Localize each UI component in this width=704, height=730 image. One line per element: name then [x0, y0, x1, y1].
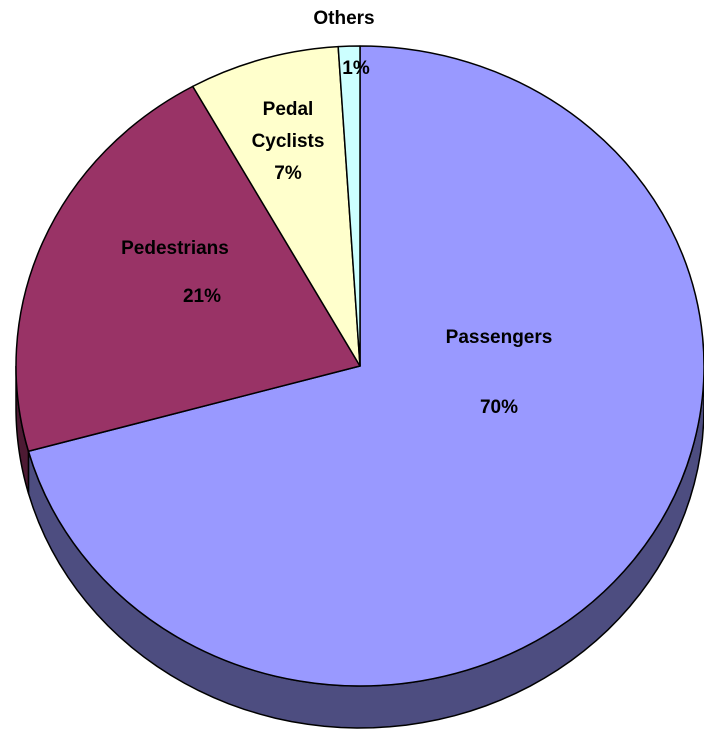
slice-others — [337, 45, 361, 367]
pie-slices — [15, 45, 704, 687]
label-pedal-cyclists-name-line1: Pedal — [263, 99, 314, 120]
label-pedestrians-pct: 21% — [183, 286, 221, 307]
slice-passengers — [27, 45, 704, 687]
label-pedal-cyclists-name-line2: Cyclists — [252, 131, 325, 152]
label-passengers-name: Passengers — [446, 327, 553, 348]
slice-pedestrians — [15, 85, 361, 453]
label-passengers-pct: 70% — [480, 397, 518, 418]
slice-pedal-cyclists — [192, 45, 361, 367]
label-pedestrians-name: Pedestrians — [121, 238, 229, 259]
label-others-name: Others — [313, 8, 374, 29]
label-others-pct: 1% — [342, 58, 370, 79]
label-pedal-cyclists-pct: 7% — [274, 163, 302, 184]
